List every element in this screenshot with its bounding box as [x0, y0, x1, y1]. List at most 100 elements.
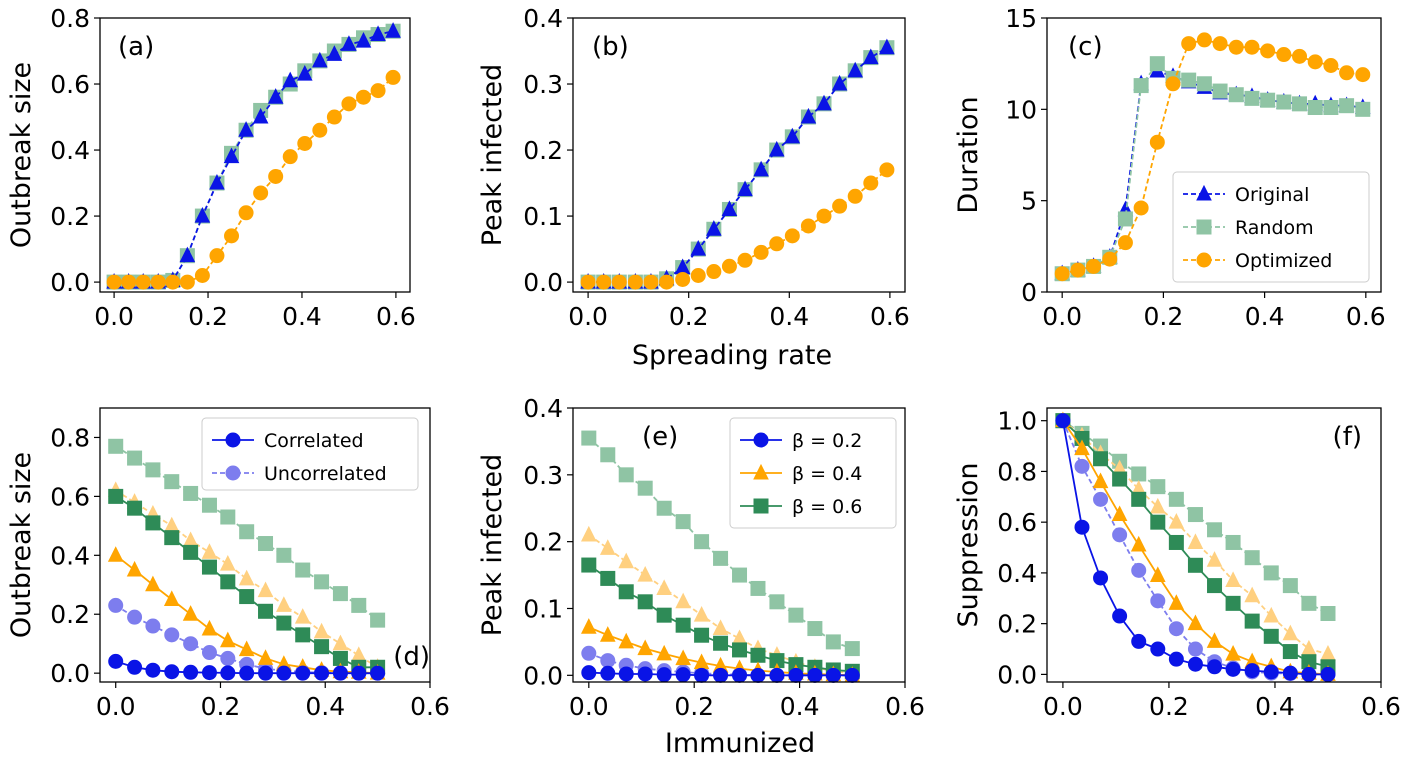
axes-frame-e: [572, 407, 906, 683]
data-point-e-3-8: [732, 642, 748, 658]
ytick-label-f-4: 0.8: [997, 457, 1037, 486]
legend-e: β = 0.2 β = 0.4 β = 0.6: [729, 417, 897, 529]
data-point-e-5-6: [694, 667, 710, 683]
data-point-f-3-6: [1168, 534, 1184, 550]
series-line-a-0: [114, 30, 394, 284]
data-point-d-1-3: [163, 516, 180, 533]
data-point-e-0-8: [732, 567, 748, 583]
data-point-e-5-5: [675, 667, 691, 683]
xlabel-immunized: Immunized: [665, 728, 815, 759]
data-point-e-5-10: [769, 667, 785, 683]
data-point-a-2-14: [312, 122, 328, 138]
data-point-b-1-16: [831, 74, 848, 91]
data-point-a-1-19: [385, 22, 401, 38]
panels: 0.0 0.2 0.4 0.6 0.0 0.2 0.4 0.6 0.8 Outbreak size…: [6, 4, 1401, 721]
data-point-d-5-6: [220, 665, 236, 681]
data-point-d-1-7: [238, 569, 255, 586]
data-point-e-2-1: [600, 653, 616, 669]
data-point-d-4-2: [145, 575, 161, 592]
data-point-c-1-15: [1292, 96, 1308, 112]
ylabel-d: Outbreak size: [6, 452, 37, 638]
data-point-f-1-13: [1301, 639, 1317, 656]
panel-label-d: (d): [393, 642, 430, 672]
data-point-a-2-10: [253, 185, 269, 201]
data-point-e-5-13: [825, 667, 841, 683]
ytick-label-d-1: 0.2: [50, 600, 90, 629]
xtick-label-f-0: 0.0: [1043, 692, 1083, 721]
data-point-c-2-5: [1133, 200, 1149, 216]
data-point-b-2-3: [627, 274, 643, 290]
data-point-d-3-10: [295, 627, 311, 643]
data-point-a-2-11: [268, 168, 284, 184]
data-point-a-1-15: [326, 45, 343, 61]
data-point-f-2-6: [1168, 621, 1184, 637]
data-point-c-2-10: [1212, 36, 1228, 52]
data-point-e-0-10: [769, 594, 785, 610]
data-point-d-4-1: [126, 560, 143, 577]
data-point-a-1-6: [194, 206, 211, 223]
panel-label-c: (c): [1068, 32, 1103, 62]
data-point-d-5-3: [164, 664, 180, 680]
data-point-a-1-14: [312, 51, 328, 68]
panel-f: 0.0 0.2 0.4 0.6 0.0 0.2 0.4 0.6 0.8 1.0 Suppressio…: [953, 407, 1401, 721]
data-point-e-3-7: [713, 635, 729, 651]
data-point-d-0-7: [239, 524, 255, 540]
legend-label-e-2: β = 0.6: [792, 496, 862, 518]
data-point-a-1-12: [282, 71, 299, 88]
data-point-f-2-1: [1074, 458, 1090, 474]
data-point-c-1-19: [1355, 101, 1371, 117]
legend-d: Correlated Uncorrelated: [201, 417, 419, 491]
data-point-d-0-8: [258, 536, 274, 552]
ytick-label-f-2: 0.4: [997, 559, 1037, 588]
data-point-c-2-1: [1070, 262, 1086, 278]
data-point-b-2-17: [847, 188, 863, 204]
data-point-b-1-15: [816, 94, 832, 111]
panel-d: 0.0 0.2 0.4 0.6 0.0 0.2 0.4 0.6 0.8 Outbreak size…: [6, 407, 450, 721]
ytick-label-f-5: 1.0: [997, 407, 1037, 436]
data-point-f-5-1: [1074, 519, 1090, 535]
data-point-d-0-10: [295, 562, 311, 578]
data-point-f-5-2: [1093, 570, 1109, 586]
xtick-label-b-1: 0.2: [669, 302, 709, 331]
data-point-d-2-4: [183, 636, 199, 652]
data-point-e-0-13: [825, 634, 841, 650]
data-point-e-1-5: [675, 592, 691, 609]
data-point-f-3-7: [1187, 557, 1203, 573]
data-point-c-1-6: [1149, 56, 1165, 72]
data-point-d-1-10: [294, 608, 311, 624]
data-point-b-2-1: [596, 274, 612, 290]
data-point-b-2-6: [675, 271, 691, 287]
data-point-c-2-18: [1339, 65, 1355, 81]
data-point-d-0-6: [220, 509, 236, 525]
data-point-b-2-18: [863, 175, 879, 191]
data-point-f-5-13: [1301, 666, 1317, 682]
data-point-e-5-3: [637, 666, 653, 682]
legend-box-d: [201, 417, 419, 491]
panel-label-b: (b): [592, 32, 629, 62]
data-point-c-1-17: [1323, 100, 1339, 116]
data-point-c-1-13: [1260, 92, 1276, 108]
data-point-e-0-1: [600, 447, 616, 463]
data-point-a-2-6: [194, 267, 210, 283]
data-point-a-1-11: [267, 88, 284, 104]
data-point-a-1-7: [209, 173, 225, 190]
data-point-e-5-8: [732, 667, 748, 683]
data-point-c-1-5: [1133, 78, 1149, 94]
data-point-f-2-4: [1131, 562, 1147, 578]
xtick-label-d-0: 0.0: [96, 692, 136, 721]
data-point-f-4-9: [1225, 644, 1241, 661]
data-point-f-5-7: [1187, 656, 1203, 672]
data-point-d-0-4: [183, 485, 199, 501]
panel-label-e: (e): [642, 422, 678, 452]
data-point-d-3-8: [258, 603, 274, 619]
ylabel-a: Outbreak size: [6, 62, 37, 248]
data-point-e-1-2: [618, 552, 635, 569]
data-point-a-2-16: [341, 96, 357, 112]
data-point-f-4-8: [1206, 632, 1223, 648]
data-point-d-3-3: [164, 530, 180, 546]
xtick-label-e-1: 0.2: [674, 692, 714, 721]
data-point-d-5-12: [332, 665, 348, 681]
legend-c: Original Random Optimized: [1172, 171, 1370, 283]
legend-marker-c-0: [1196, 184, 1212, 201]
data-point-c-2-3: [1102, 251, 1118, 267]
